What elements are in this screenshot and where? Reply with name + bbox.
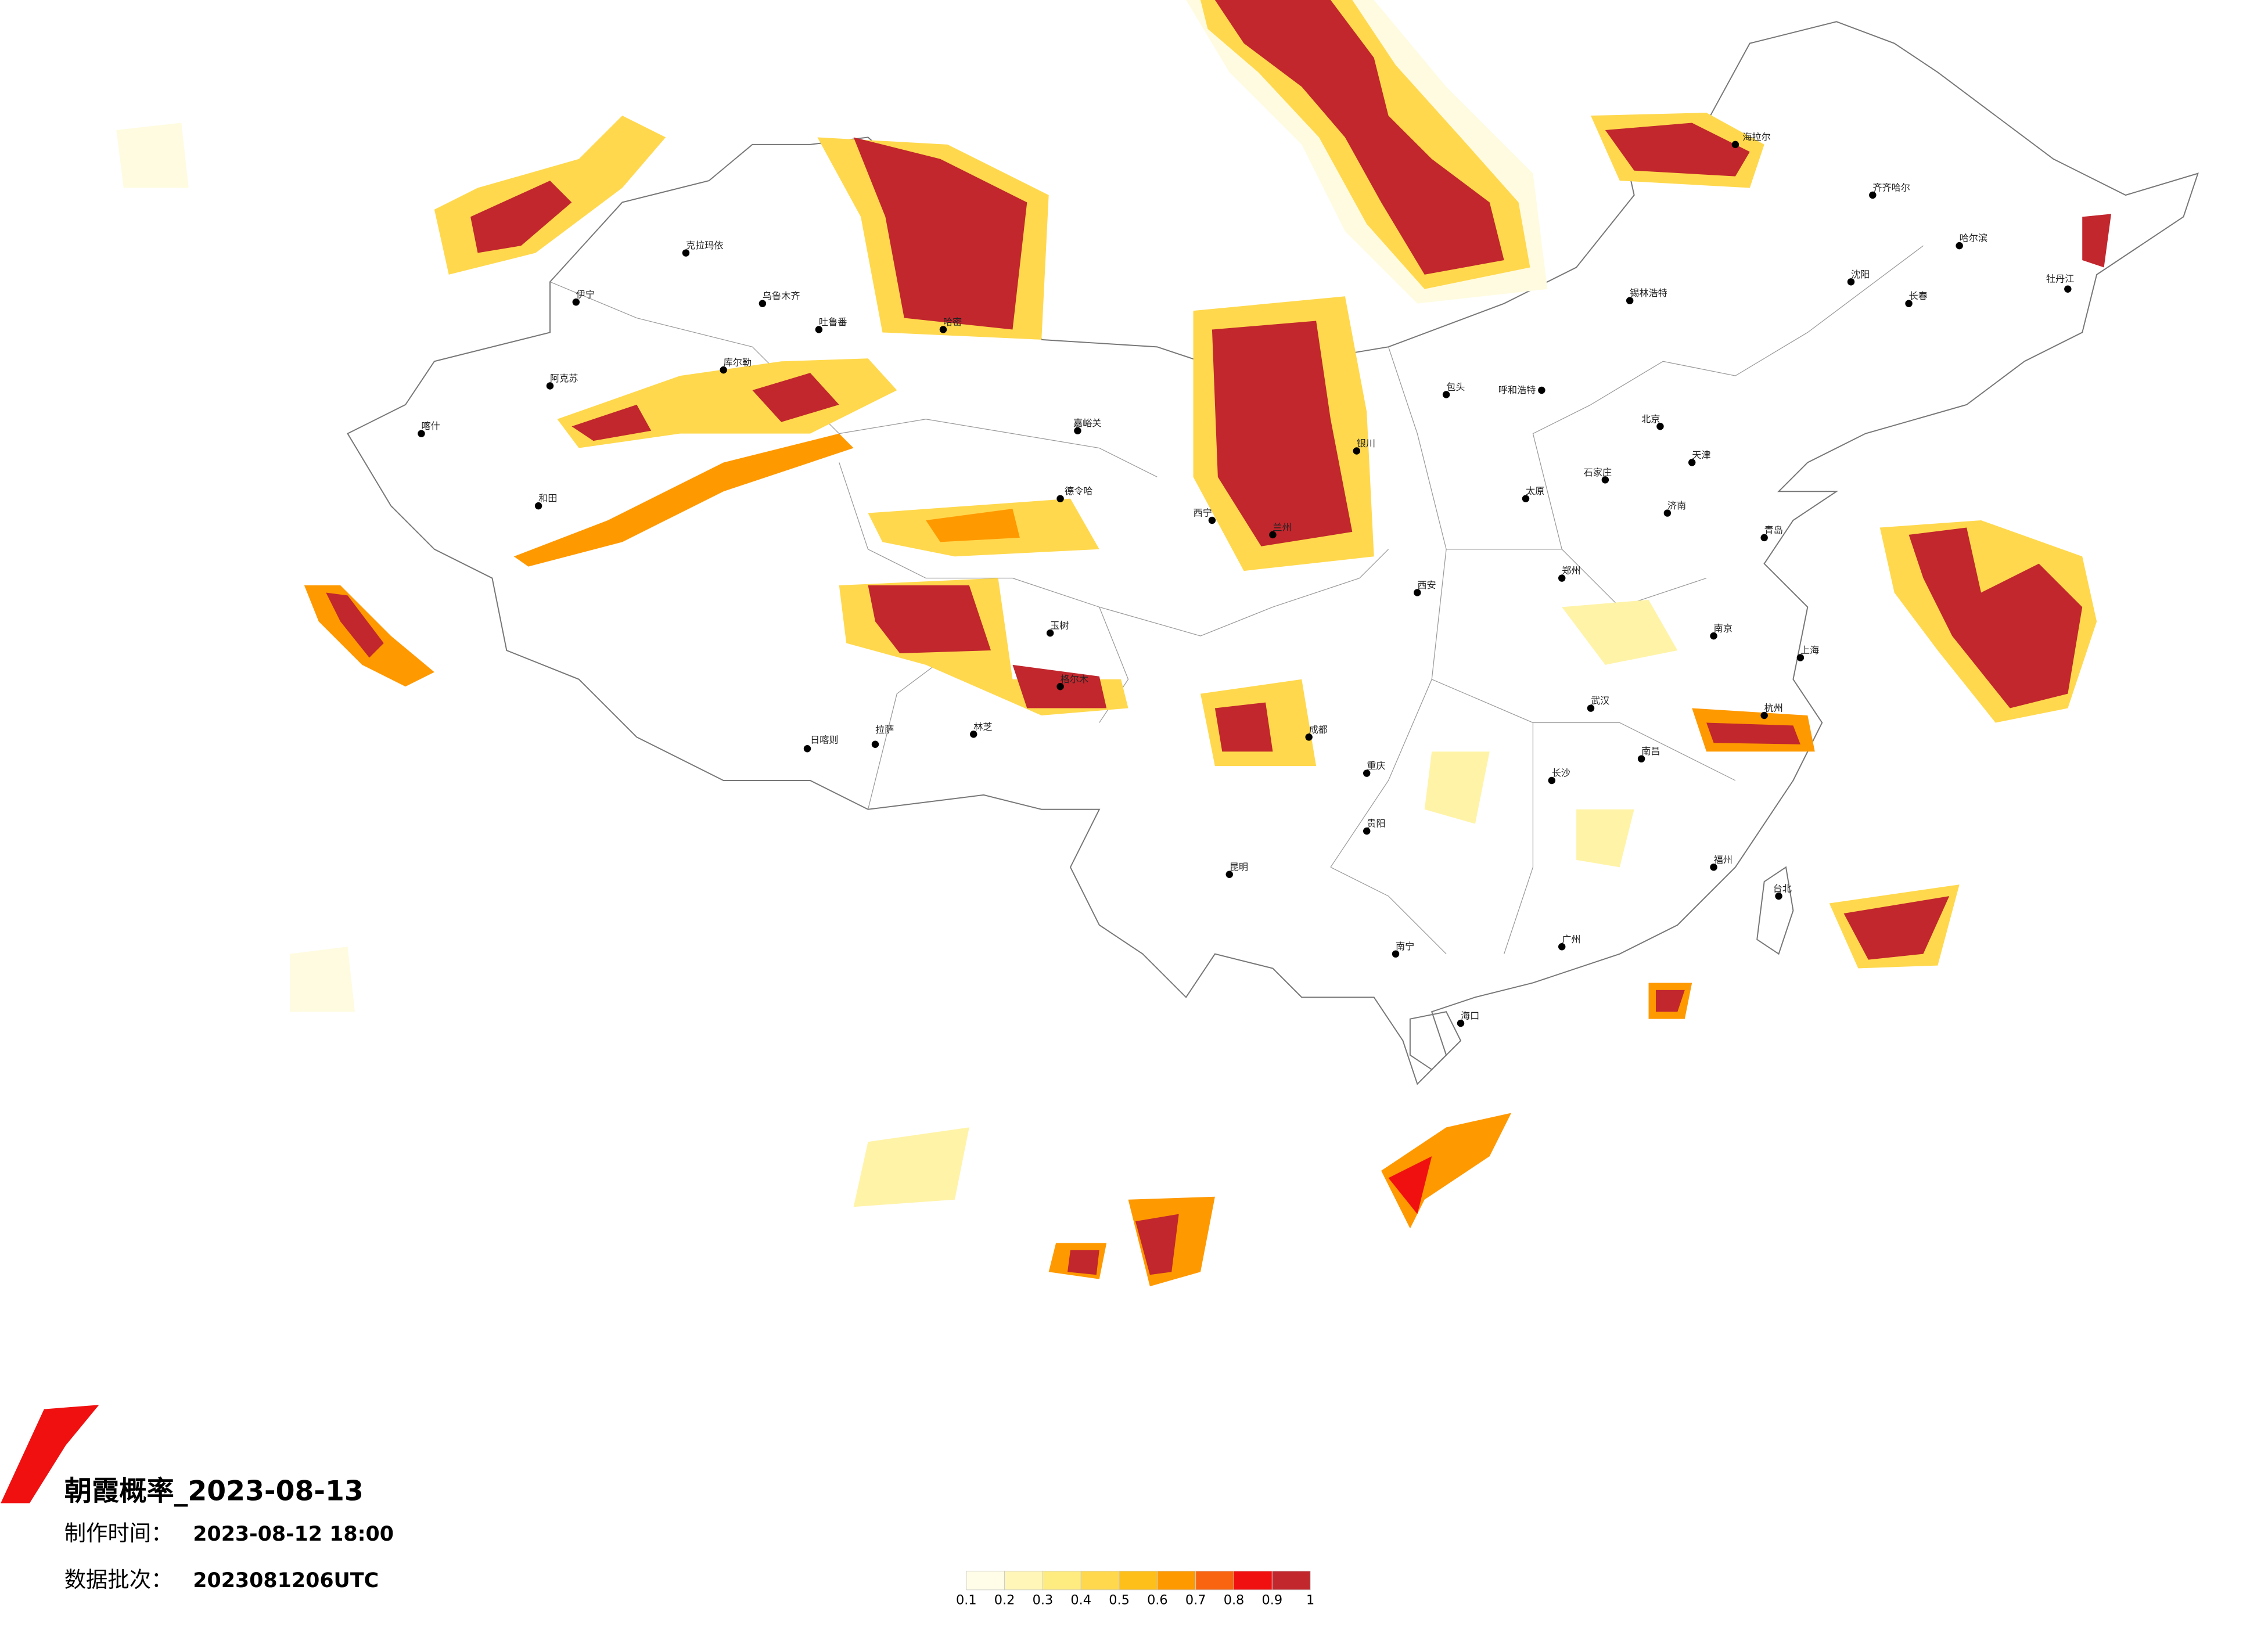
city-label: 广州 xyxy=(1562,934,1580,945)
city-label: 长春 xyxy=(1909,290,1928,301)
city-label: 哈密 xyxy=(943,316,962,328)
city-label: 西安 xyxy=(1417,580,1436,591)
city-label: 兰州 xyxy=(1273,521,1291,533)
city-label: 海口 xyxy=(1461,1010,1479,1021)
batch-label: 数据批次： xyxy=(64,1567,173,1592)
city-label: 昆明 xyxy=(1230,861,1248,872)
city-label: 南宁 xyxy=(1396,941,1414,952)
city-label: 嘉峪关 xyxy=(1073,418,1101,429)
city-dots xyxy=(418,141,2072,1027)
made-time: 2023-08-12 18:00 xyxy=(193,1523,394,1546)
city-label: 德令哈 xyxy=(1065,485,1092,497)
city-label: 西宁 xyxy=(1194,508,1212,519)
city-label: 齐齐哈尔 xyxy=(1872,182,1910,193)
city-label: 喀什 xyxy=(421,420,440,431)
legend-swatch xyxy=(1234,1570,1273,1591)
city-label: 南京 xyxy=(1714,623,1733,634)
city-label: 日喀则 xyxy=(810,734,838,745)
city-label: 台北 xyxy=(1773,883,1792,894)
city-label: 拉萨 xyxy=(875,724,894,735)
city-label: 青岛 xyxy=(1764,524,1783,535)
legend-swatch xyxy=(1004,1570,1043,1591)
city-label: 上海 xyxy=(1800,645,1819,656)
city-label: 吐鲁番 xyxy=(819,316,847,328)
legend-label: 0.5 xyxy=(1109,1593,1130,1608)
city-label: 武汉 xyxy=(1591,695,1609,706)
legend-swatch xyxy=(1195,1570,1235,1591)
city-label: 锡林浩特 xyxy=(1630,287,1667,298)
legend-label: 0.2 xyxy=(994,1593,1015,1608)
legend: 0.1 0.2 0.3 0.4 0.5 0.6 0.7 0.8 0.9 1 xyxy=(956,1570,1314,1608)
legend-swatch xyxy=(1119,1570,1158,1591)
probability-field xyxy=(1,0,2111,1503)
city-label: 乌鲁木齐 xyxy=(763,290,800,301)
city-label: 太原 xyxy=(1526,485,1544,497)
legend-label: 0.8 xyxy=(1224,1593,1245,1608)
caption: 朝霞概率_2023-08-13 制作时间： 2023-08-12 18:00 数… xyxy=(64,1475,394,1592)
legend-label: 0.7 xyxy=(1185,1593,1206,1608)
city-label: 海拉尔 xyxy=(1742,131,1770,142)
city-label: 阿克苏 xyxy=(550,373,578,384)
legend-swatch xyxy=(1042,1570,1081,1591)
city-label: 贵阳 xyxy=(1367,818,1385,829)
legend-label: 0.9 xyxy=(1262,1593,1283,1608)
city-labels: 克拉玛依 乌鲁木齐 吐鲁番 伊宁 阿克苏 库尔勒 和田 喀什 哈密 嘉峪关 德令… xyxy=(421,131,2074,1021)
city-label: 重庆 xyxy=(1367,760,1385,771)
title: 朝霞概率_2023-08-13 xyxy=(64,1475,364,1507)
city-label: 郑州 xyxy=(1562,565,1580,576)
legend-label: 0.4 xyxy=(1070,1593,1091,1608)
city-label: 库尔勒 xyxy=(724,357,752,368)
legend-label: 0.6 xyxy=(1147,1593,1168,1608)
city-label: 呼和浩特 xyxy=(1498,384,1536,395)
city-label: 天津 xyxy=(1692,449,1710,461)
city-label: 石家庄 xyxy=(1584,467,1612,478)
city-label: 福州 xyxy=(1714,854,1733,865)
legend-swatch xyxy=(1271,1570,1311,1591)
legend-label: 0.3 xyxy=(1033,1593,1054,1608)
city-label: 林芝 xyxy=(973,721,992,732)
city-label: 伊宁 xyxy=(576,289,595,300)
city-label: 银川 xyxy=(1357,438,1375,449)
city-label: 北京 xyxy=(1641,413,1660,425)
legend-swatch xyxy=(1157,1570,1196,1591)
city-label: 杭州 xyxy=(1764,703,1783,714)
city-label: 长沙 xyxy=(1552,768,1570,779)
legend-label: 1 xyxy=(1306,1593,1314,1608)
city-label: 和田 xyxy=(538,493,557,504)
city-label: 哈尔滨 xyxy=(1960,233,1987,244)
city-label: 格尔木 xyxy=(1061,674,1088,685)
city-label: 牡丹江 xyxy=(2046,273,2074,284)
legend-label: 0.1 xyxy=(956,1593,977,1608)
city-label: 包头 xyxy=(1446,382,1465,393)
city-label: 济南 xyxy=(1667,500,1686,511)
city-label: 成都 xyxy=(1309,724,1328,735)
city-label: 克拉玛依 xyxy=(686,240,724,251)
made-label: 制作时间： xyxy=(64,1520,173,1546)
legend-swatch xyxy=(1080,1570,1120,1591)
city-label: 南昌 xyxy=(1641,746,1660,757)
city-label: 沈阳 xyxy=(1851,269,1870,280)
legend-swatch xyxy=(966,1570,1005,1591)
batch: 2023081206UTC xyxy=(193,1569,379,1592)
city-label: 玉树 xyxy=(1050,620,1069,631)
